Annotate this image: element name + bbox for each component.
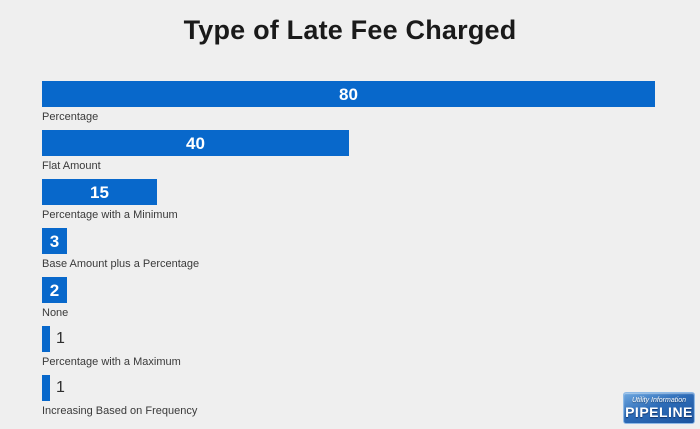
category-label: Flat Amount bbox=[42, 160, 101, 172]
category-label: Increasing Based on Frequency bbox=[42, 405, 198, 417]
bar-value-label: 80 bbox=[339, 84, 358, 104]
bar-row: 80 Percentage bbox=[42, 81, 655, 124]
bar-row: 40 Flat Amount bbox=[42, 130, 655, 173]
bar: 3 bbox=[42, 228, 67, 254]
logo: Utility Information PIPELINE bbox=[623, 392, 695, 424]
logo-brand-line2: PIPELINE bbox=[625, 404, 693, 420]
category-label: Percentage bbox=[42, 111, 99, 123]
bar-chart: 80 Percentage 40 Flat Amount 15 Percentage wi… bbox=[42, 81, 655, 424]
bar-row: 3 Base Amount plus a Percentage bbox=[42, 228, 655, 271]
bar-row: 2 None bbox=[42, 277, 655, 320]
bar-value-label: 15 bbox=[90, 182, 109, 202]
bar-value-label: 3 bbox=[49, 231, 60, 251]
bar-value-label: 40 bbox=[186, 133, 205, 153]
bar: 15 bbox=[42, 179, 157, 205]
category-label: Base Amount plus a Percentage bbox=[42, 258, 200, 270]
category-label: None bbox=[42, 307, 69, 319]
bar: 2 bbox=[42, 277, 67, 303]
bar bbox=[42, 375, 50, 401]
category-label: Percentage with a Minimum bbox=[42, 209, 178, 221]
bar: 40 bbox=[42, 130, 349, 156]
chart-title: Type of Late Fee Charged bbox=[183, 15, 517, 45]
bar-row: 1 Increasing Based on Frequency bbox=[42, 375, 655, 418]
bar-value-label: 2 bbox=[49, 280, 60, 300]
bar-value-label: 1 bbox=[56, 379, 65, 396]
bar: 80 bbox=[42, 81, 655, 107]
logo-brand-line1: Utility Information bbox=[631, 397, 687, 404]
bar-row: 15 Percentage with a Minimum bbox=[42, 179, 655, 222]
bar-value-label: 1 bbox=[56, 330, 65, 347]
category-label: Percentage with a Maximum bbox=[42, 356, 181, 368]
bar bbox=[42, 326, 50, 352]
bar-row: 1 Percentage with a Maximum bbox=[42, 326, 655, 369]
